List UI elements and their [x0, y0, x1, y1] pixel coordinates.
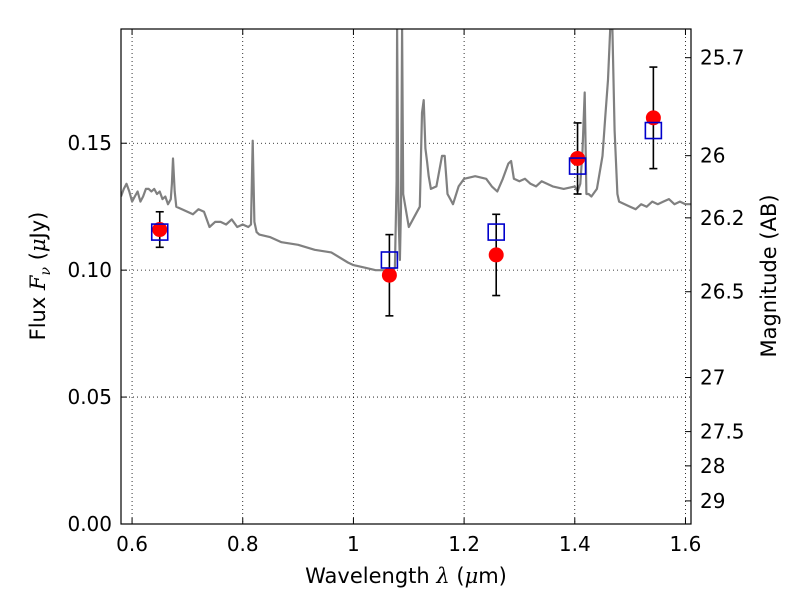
x-tick-label: 1.2 — [448, 532, 480, 556]
observed-points — [152, 110, 661, 283]
x-axis-label: Wavelength λ (μm) — [305, 564, 507, 588]
y2-tick-label: 26.2 — [700, 206, 745, 230]
y-tick-label: 0.10 — [67, 258, 112, 282]
y2-tick-label: 26.5 — [700, 280, 745, 304]
model-point — [150, 223, 169, 241]
spectrum-layer — [121, 29, 691, 274]
plot-area — [121, 29, 691, 524]
observed-point — [488, 247, 504, 263]
y2-tick-label: 26 — [700, 144, 725, 168]
x-tick-label: 0.8 — [227, 532, 259, 556]
y2-axis-label: Magnitude (AB) — [757, 194, 781, 357]
y2-tick-label: 27 — [700, 366, 725, 390]
observed-point — [645, 110, 661, 126]
observed-point — [152, 222, 168, 238]
x-tick-label: 1.6 — [670, 532, 702, 556]
x-tick-label: 1 — [347, 532, 360, 556]
model-point — [487, 223, 506, 241]
y-tick-label: 0.05 — [67, 385, 112, 409]
observed-point — [381, 267, 397, 283]
plot-frame — [120, 28, 692, 525]
y-tick-label: 0.15 — [67, 131, 112, 155]
y-axis-label: Flux Fν (μJy) — [26, 212, 54, 341]
y-tick-label: 0.00 — [67, 512, 112, 536]
model-point — [380, 251, 399, 269]
model-point — [644, 121, 663, 140]
y2-tick-label: 28 — [700, 454, 725, 478]
spectrum-line — [121, 29, 691, 274]
ticks: 0.6 0.8 1 1.2 1.4 1.6 0.00 0.05 0.10 0.15 25.7 26 26… — [67, 29, 745, 556]
model-point — [568, 157, 587, 175]
x-tick-label: 1.4 — [559, 532, 591, 556]
y2-tick-label: 25.7 — [700, 46, 745, 70]
y2-tick-label: 27.5 — [700, 420, 745, 444]
model-points — [150, 121, 663, 269]
y2-tick-label: 29 — [700, 489, 725, 513]
x-tick-label: 0.6 — [116, 532, 148, 556]
